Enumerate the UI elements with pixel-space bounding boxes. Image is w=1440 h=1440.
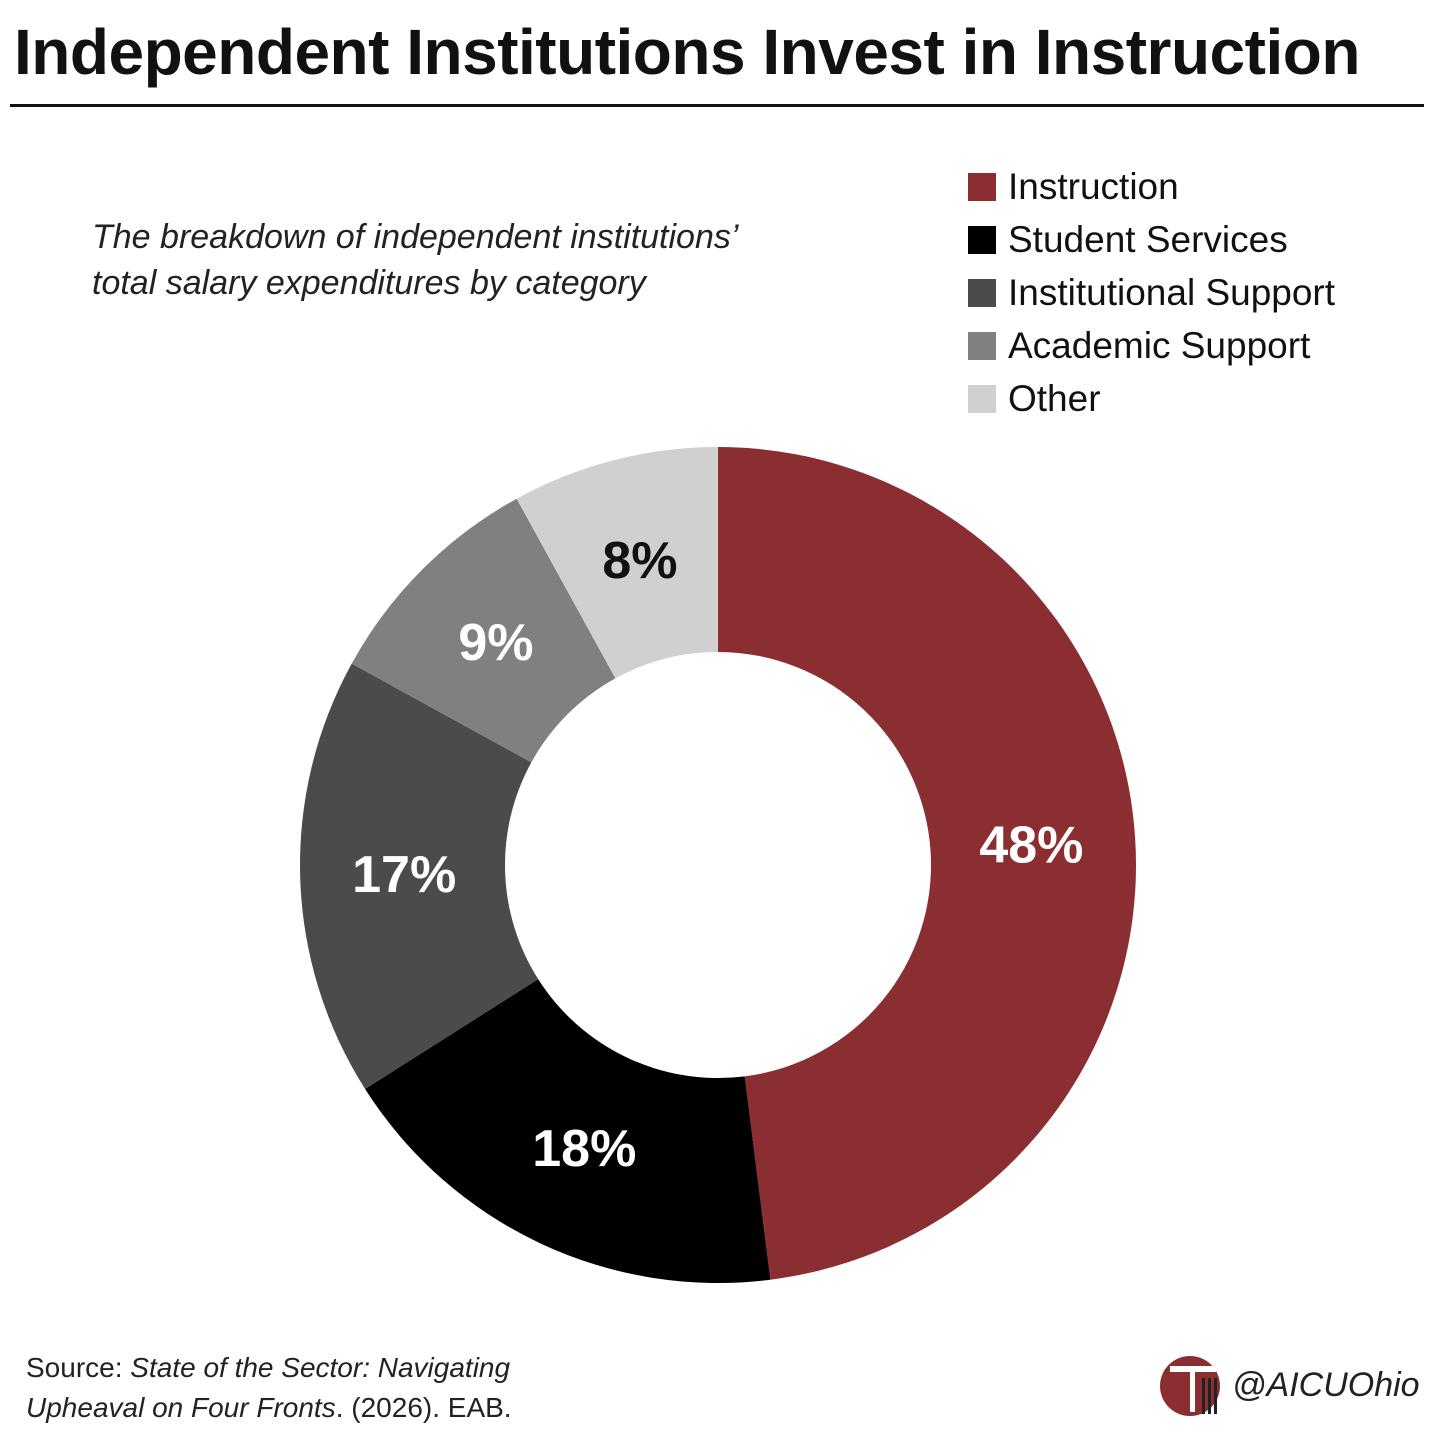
legend-swatch	[968, 331, 996, 360]
donut-slice-student-services	[365, 979, 771, 1283]
source-title-line-1: State of the Sector: Navigating	[130, 1352, 511, 1383]
legend-label: Academic Support	[1008, 324, 1311, 366]
legend-item-student-services: Student Services	[968, 213, 1335, 266]
chart-legend: Instruction Student Services Institution…	[968, 160, 1335, 425]
source-prefix: Source:	[26, 1352, 131, 1383]
source-line-2: Upheaval on Four Fronts. (2026). EAB.	[26, 1388, 586, 1428]
subtitle-line-2: total salary expenditures by category	[92, 264, 646, 302]
slice-label-instruction: 48%	[979, 816, 1083, 874]
donut-slice-other	[516, 447, 718, 679]
legend-label: Student Services	[1008, 218, 1288, 260]
brand-handle: @AICUOhio	[1232, 1365, 1420, 1404]
legend-swatch	[968, 384, 996, 413]
source-suffix: . (2026). EAB.	[335, 1392, 512, 1423]
legend-item-institutional-support: Institutional Support	[968, 266, 1335, 319]
legend-swatch	[968, 225, 996, 254]
donut-slices	[299, 447, 1137, 1283]
legend-label: Instruction	[1008, 165, 1179, 207]
legend-swatch	[968, 278, 996, 307]
slice-label-institutional-support: 17%	[352, 846, 456, 904]
legend-swatch	[968, 172, 996, 201]
legend-item-other: Other	[968, 372, 1335, 425]
donut-slice-institutional-support	[299, 663, 539, 1089]
legend-item-academic-support: Academic Support	[968, 319, 1335, 372]
brand: @AICUOhio	[1160, 1352, 1420, 1418]
donut-labels: 48% 18% 17% 9% 8%	[352, 532, 1083, 1178]
source-note: Source: State of the Sector: Navigating …	[26, 1348, 586, 1428]
legend-item-instruction: Instruction	[968, 160, 1335, 213]
column-logo-icon	[1160, 1356, 1220, 1416]
chart-subtitle: The breakdown of independent institution…	[92, 214, 792, 306]
donut-slice-academic-support	[351, 498, 616, 763]
slice-label-other: 8%	[602, 532, 677, 590]
chart-title: Independent Institutions Invest in Instr…	[14, 16, 1360, 88]
legend-label: Other	[1008, 377, 1101, 419]
slice-label-academic-support: 9%	[458, 614, 533, 672]
legend-label: Institutional Support	[1008, 271, 1336, 313]
source-line-1: Source: State of the Sector: Navigating	[26, 1348, 586, 1388]
slice-label-student-services: 18%	[532, 1120, 636, 1178]
source-title-line-2: Upheaval on Four Fronts	[26, 1392, 336, 1423]
donut-slice-instruction	[718, 447, 1137, 1280]
subtitle-line-1: The breakdown of independent institution…	[92, 218, 739, 256]
title-divider	[10, 104, 1424, 107]
